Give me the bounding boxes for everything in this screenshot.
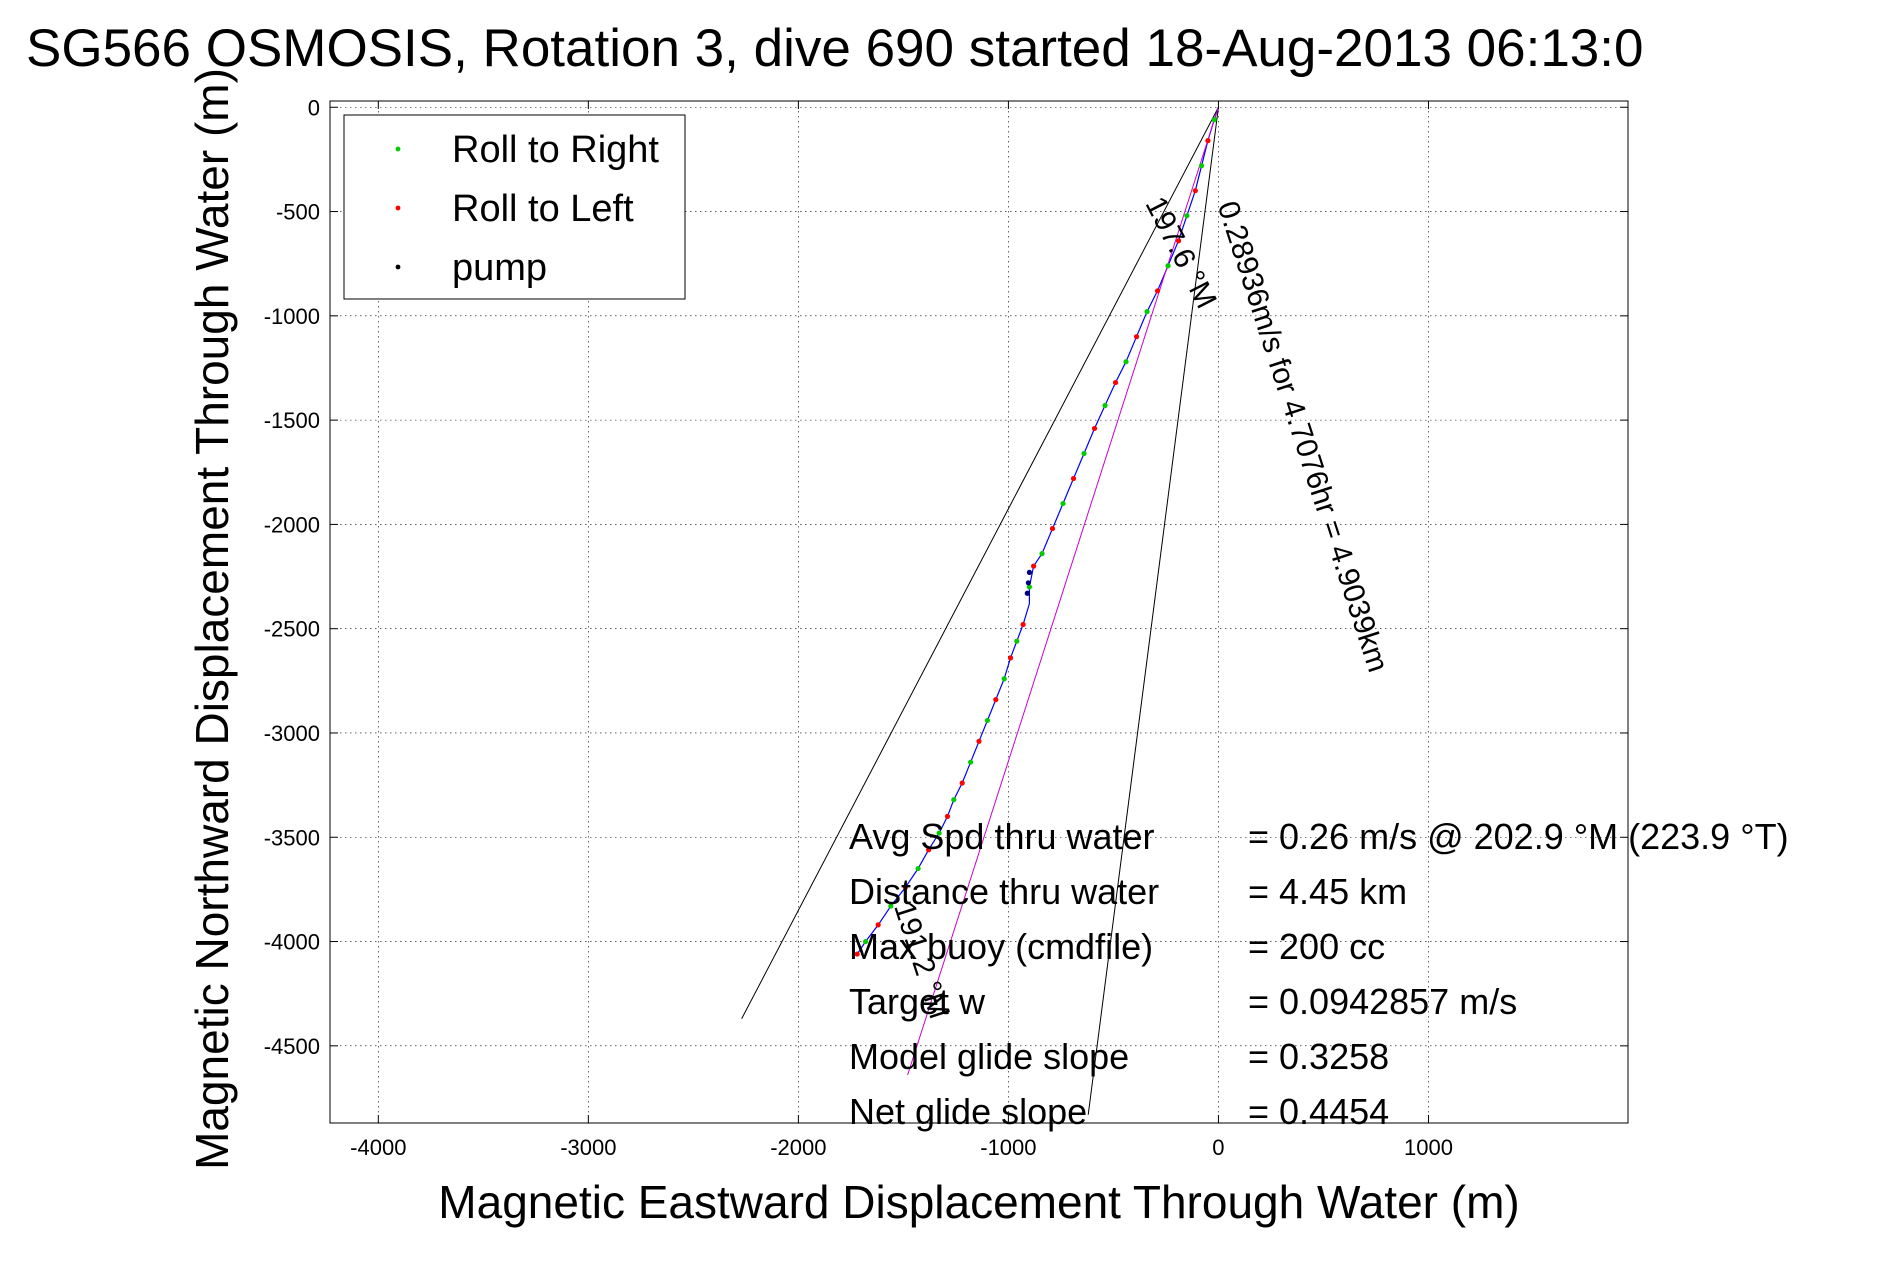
heading-reference-line: [741, 107, 1219, 1019]
legend-marker: [395, 264, 401, 270]
y-tick-label: -3500: [264, 825, 320, 850]
roll-left-marker: [1020, 621, 1026, 628]
x-tick-label: -4000: [350, 1135, 406, 1160]
heading-reference-line: [1087, 107, 1219, 1115]
heading-line-label: 197.6 °M: [1139, 191, 1223, 313]
roll-right-marker: [1060, 500, 1066, 507]
roll-left-marker: [1112, 379, 1119, 386]
roll-left-marker: [993, 697, 999, 703]
roll-left-marker: [1175, 238, 1182, 244]
roll-left-marker: [1091, 425, 1098, 432]
annotation-label: Net glide slope: [849, 1091, 1087, 1132]
annotation-label: Max buoy (cmdfile): [849, 926, 1153, 967]
y-tick-label: -1500: [264, 408, 320, 433]
legend-box: [343, 114, 686, 300]
annotation-value: = 0.0942857 m/s: [1248, 981, 1517, 1022]
roll-left-marker: [976, 738, 982, 744]
chart-title: SG566 OSMOSIS, Rotation 3, dive 690 star…: [26, 19, 1643, 78]
roll-left-marker: [959, 780, 965, 786]
annotation-label: Target w: [849, 981, 986, 1022]
roll-left-marker: [1205, 138, 1211, 144]
glider-track-line: [856, 107, 1219, 955]
plot-axes-box: [329, 100, 1629, 1124]
roll-right-marker: [1014, 638, 1020, 644]
roll-left-marker: [925, 847, 932, 853]
x-tick-label: -1000: [980, 1135, 1036, 1160]
y-tick-label: -3000: [264, 721, 320, 746]
annotation-label: Distance thru water: [849, 871, 1159, 912]
annotation-label: Model glide slope: [849, 1036, 1129, 1077]
annotation-value: = 0.4454: [1248, 1091, 1389, 1132]
roll-left-marker: [944, 813, 951, 820]
pump-marker: [1026, 569, 1033, 575]
heading-line-label: 0.28936m/s for 4.7076hr = 4.9039km: [1211, 197, 1395, 676]
legend: Roll to Right Roll to Left pump: [343, 114, 686, 300]
roll-right-marker: [1211, 117, 1217, 123]
roll-right-marker: [862, 938, 869, 945]
roll-right-marker: [967, 759, 974, 765]
annotation-label: Avg Spd thru water: [849, 816, 1155, 857]
legend-marker: [395, 205, 401, 211]
roll-right-marker: [1144, 309, 1150, 315]
x-tick-label: 1000: [1404, 1135, 1453, 1160]
x-tick-label: -2000: [770, 1135, 826, 1160]
roll-right-marker: [1123, 359, 1129, 365]
y-tick-label: 0: [308, 95, 320, 120]
roll-left-marker: [1192, 188, 1198, 194]
roll-right-marker: [1081, 450, 1087, 457]
y-tick-label: -4500: [264, 1034, 320, 1059]
legend-label: pump: [452, 247, 547, 289]
roll-left-marker: [1049, 525, 1056, 532]
annotation-value: = 0.3258: [1248, 1036, 1389, 1077]
y-tick-label: -2000: [264, 512, 320, 537]
net-displacement-line: [907, 107, 1219, 1076]
roll-right-marker: [1026, 584, 1033, 590]
legend-label: Roll to Right: [452, 129, 659, 171]
roll-left-marker: [1007, 655, 1014, 661]
y-tick-label: -500: [276, 200, 320, 225]
y-tick-label: -1000: [264, 304, 320, 329]
roll-right-marker: [1102, 402, 1108, 409]
roll-right-marker: [984, 717, 991, 724]
roll-left-marker: [1031, 563, 1037, 569]
roll-right-marker: [1039, 551, 1045, 557]
legend-marker: [395, 146, 401, 152]
roll-left-marker: [902, 884, 909, 890]
roll-right-marker: [1001, 676, 1007, 682]
roll-left-marker: [854, 951, 860, 957]
roll-left-marker: [1133, 334, 1140, 340]
y-tick-label: -2500: [264, 617, 320, 642]
annotation-value: = 200 cc: [1248, 926, 1385, 967]
pump-marker: [1024, 590, 1030, 596]
y-axis-label: Magnetic Northward Displacement Through …: [186, 68, 238, 1170]
x-tick-label: -3000: [560, 1135, 616, 1160]
pump-marker: [1025, 580, 1031, 586]
roll-left-marker: [1154, 288, 1161, 294]
x-axis-label: Magnetic Eastward Displacement Through W…: [438, 1176, 1519, 1228]
roll-right-marker: [915, 865, 921, 872]
stats-annotations: Avg Spd thru water = 0.26 m/s @ 202.9 °M …: [849, 816, 1789, 1132]
roll-right-marker: [1184, 213, 1190, 219]
annotation-value: = 4.45 km: [1248, 871, 1407, 912]
roll-right-marker: [951, 797, 957, 803]
roll-right-marker: [936, 830, 942, 836]
roll-right-marker: [1165, 263, 1171, 269]
y-tick-label: -4000: [264, 930, 320, 955]
roll-left-marker: [1070, 475, 1077, 482]
roll-right-marker: [888, 903, 894, 909]
roll-right-marker: [1199, 163, 1205, 169]
roll-left-marker: [875, 922, 881, 928]
annotation-value: = 0.26 m/s @ 202.9 °M (223.9 °T): [1248, 816, 1789, 857]
x-tick-label: 0: [1212, 1135, 1224, 1160]
legend-label: Roll to Left: [452, 188, 634, 230]
